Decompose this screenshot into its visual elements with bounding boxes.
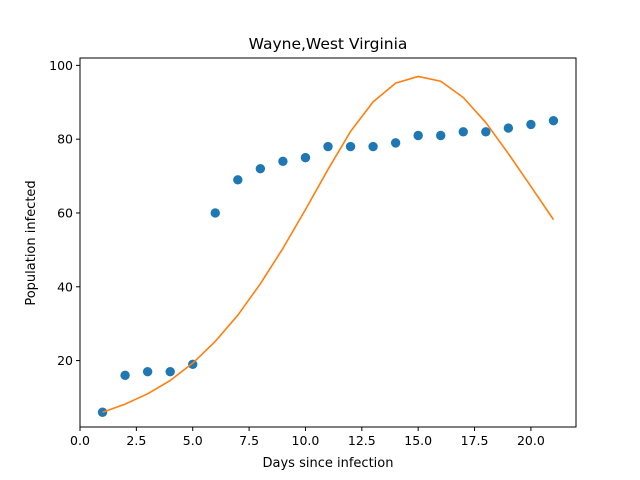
data-point bbox=[368, 141, 378, 152]
data-point bbox=[458, 127, 468, 137]
data-point bbox=[165, 366, 175, 377]
data-point bbox=[481, 127, 491, 137]
series-line-1 bbox=[102, 75, 555, 413]
y-axis-label: Population infected bbox=[24, 180, 39, 305]
x-tick-label: 15.0 bbox=[404, 433, 432, 448]
y-tick-label: 40 bbox=[57, 279, 73, 294]
y-tick-label: 60 bbox=[57, 205, 73, 220]
x-axis-label: Days since infection bbox=[263, 456, 394, 471]
data-point bbox=[436, 130, 446, 141]
x-tick-label: 2.5 bbox=[126, 433, 146, 448]
x-tick-label: 17.5 bbox=[461, 433, 489, 448]
x-tick-label: 0.0 bbox=[70, 433, 90, 448]
chart-title: Wayne,West Virginia bbox=[249, 35, 408, 53]
data-point bbox=[142, 366, 153, 377]
plot-area: 0.0 2.5 5.0 7.5 10.0 12.5 15.0 17.5 20.0 20 40 60 80… bbox=[49, 57, 577, 448]
data-point bbox=[278, 156, 288, 167]
data-point bbox=[300, 152, 311, 163]
x-tick-label: 20.0 bbox=[517, 433, 545, 448]
y-tick-label: 80 bbox=[57, 132, 73, 147]
axes-frame bbox=[79, 57, 577, 428]
y-tick-label: 20 bbox=[57, 353, 73, 368]
data-point bbox=[548, 116, 559, 126]
data-point bbox=[390, 138, 401, 148]
data-point bbox=[255, 164, 266, 174]
data-point bbox=[526, 119, 536, 130]
x-tick-label: 5.0 bbox=[183, 433, 203, 448]
data-point bbox=[323, 141, 333, 152]
data-point bbox=[345, 141, 356, 152]
y-tick-label: 100 bbox=[49, 58, 73, 73]
data-point bbox=[233, 175, 243, 185]
x-tick-label: 7.5 bbox=[239, 433, 259, 448]
data-point bbox=[210, 208, 220, 218]
x-tick-label: 10.0 bbox=[292, 433, 320, 448]
x-tick-label: 12.5 bbox=[348, 433, 376, 448]
data-point bbox=[413, 130, 423, 141]
data-point bbox=[97, 407, 108, 417]
data-point bbox=[120, 370, 130, 381]
data-point bbox=[503, 123, 514, 133]
